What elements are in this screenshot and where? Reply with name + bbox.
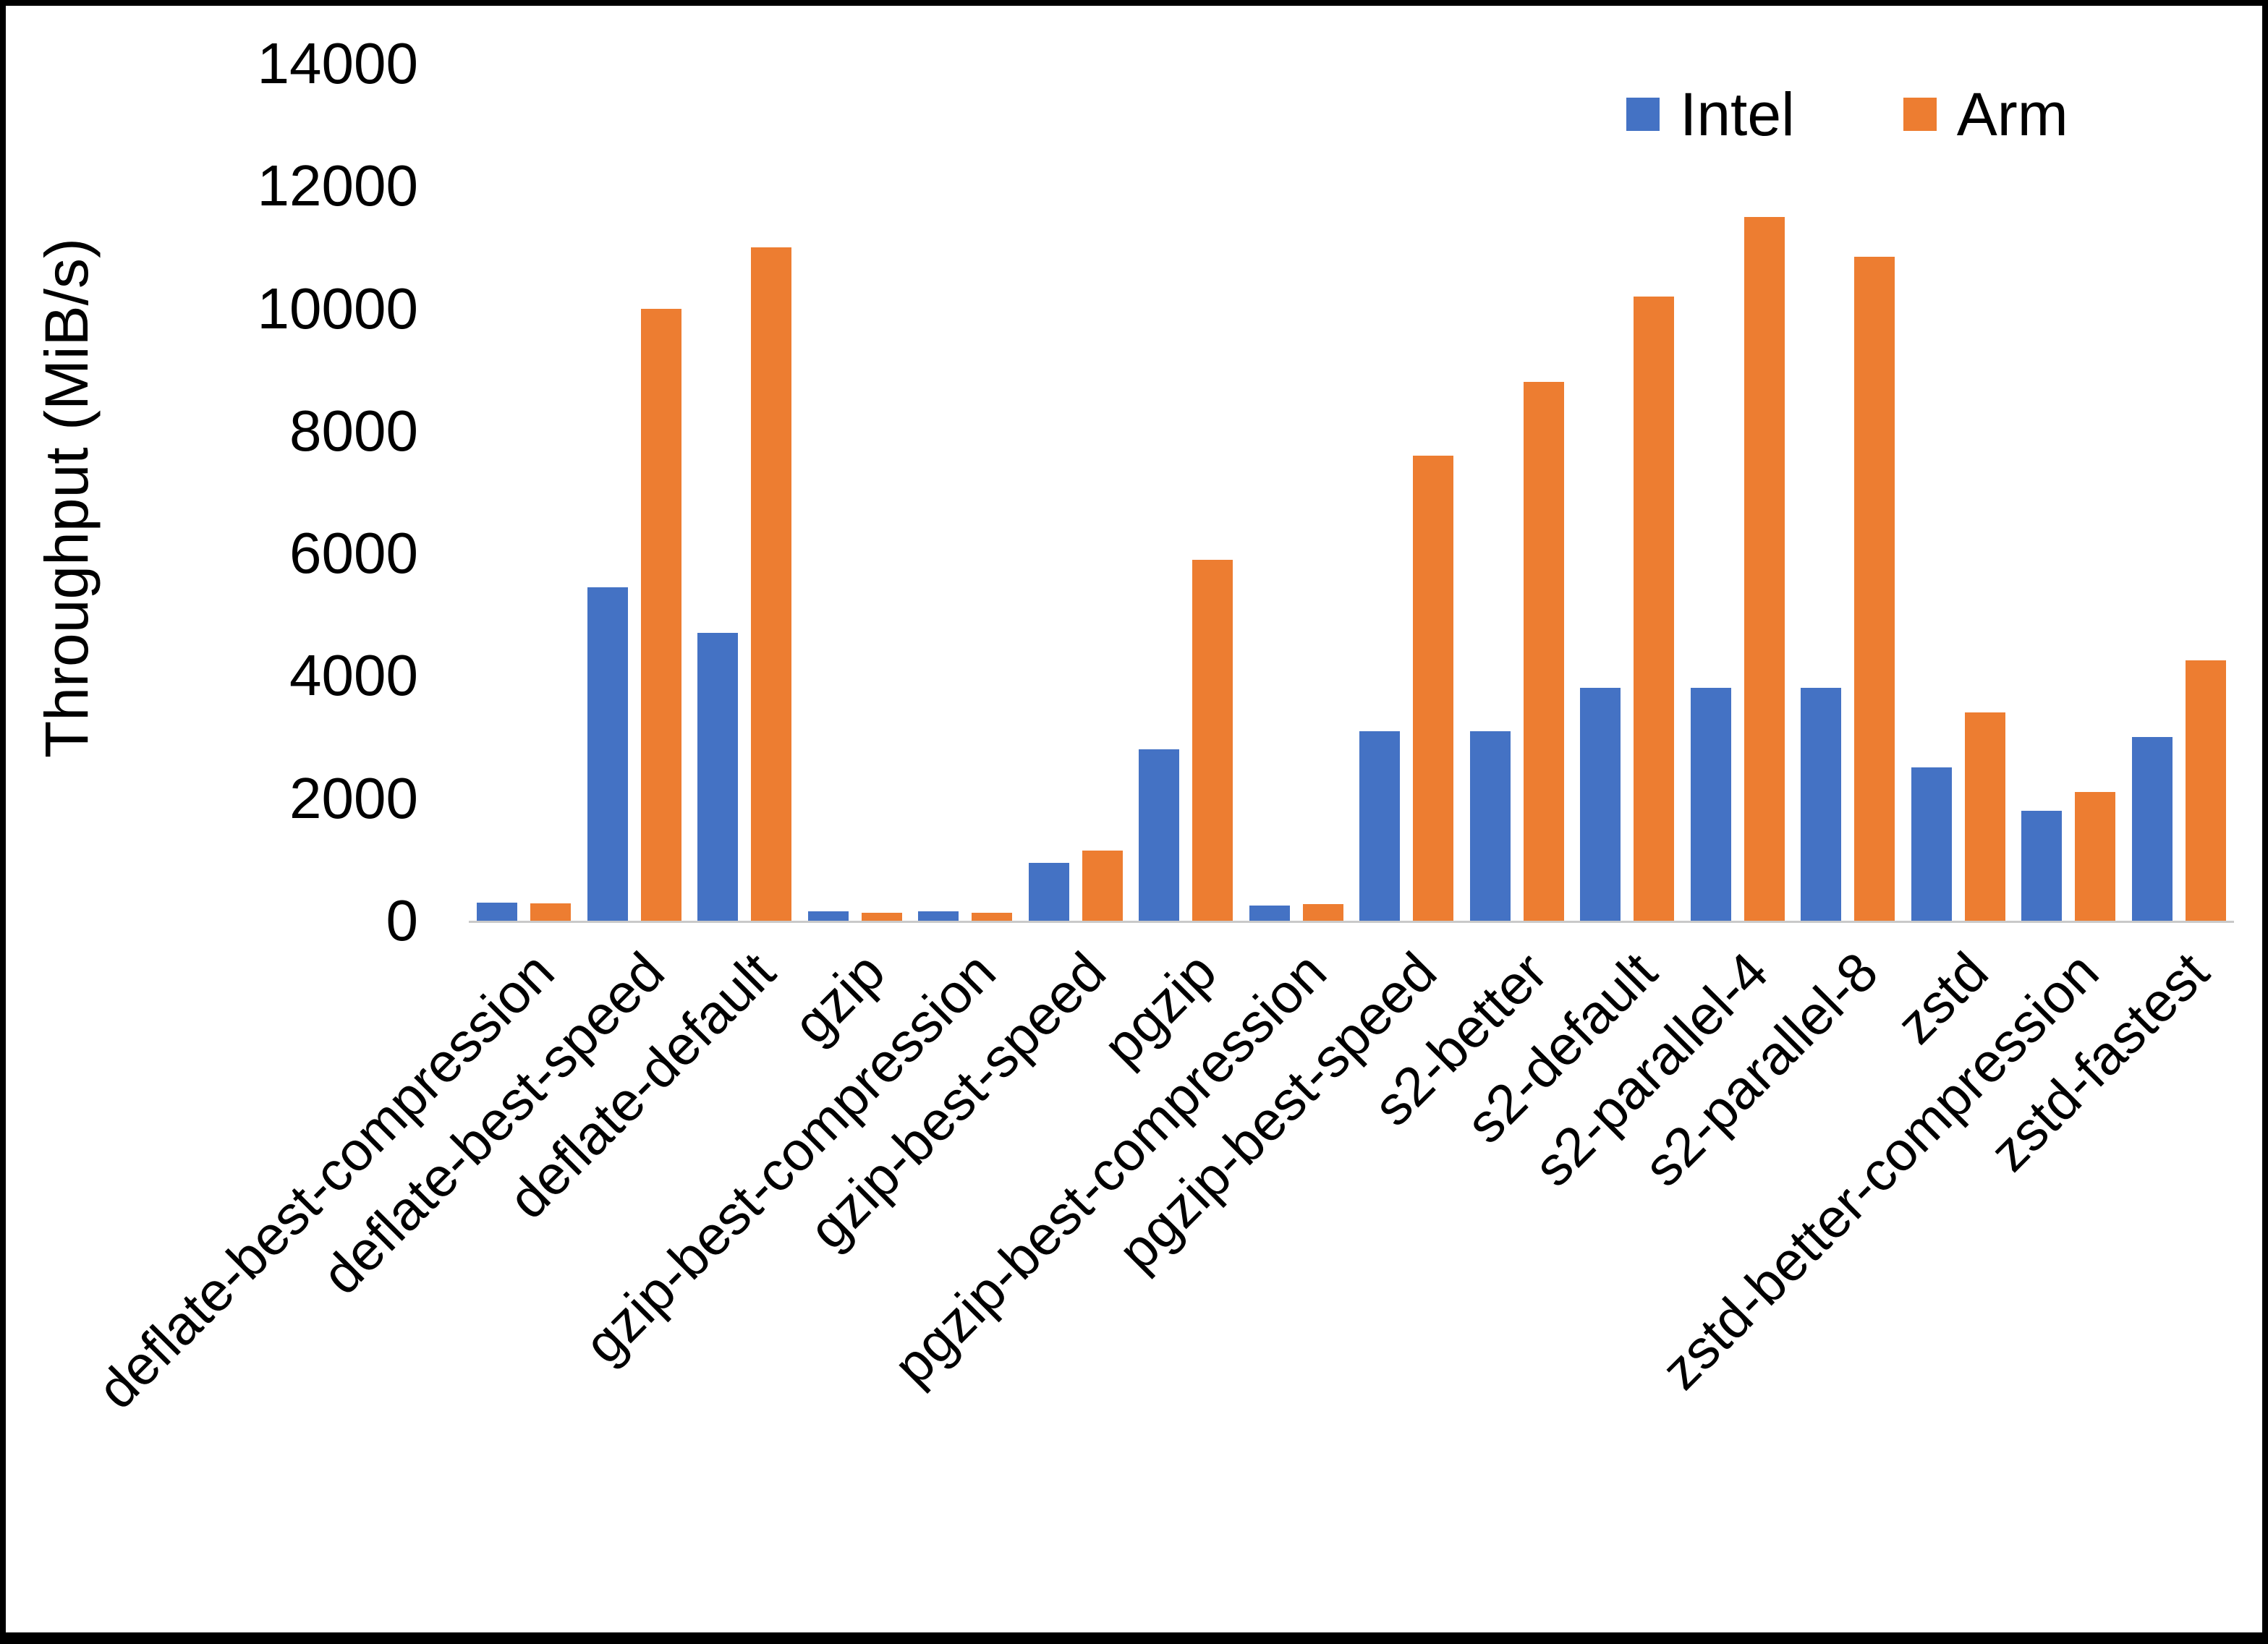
bar-intel-deflate-best-compression — [477, 902, 518, 921]
bar-arm-gzip — [861, 913, 902, 921]
bar-arm-s2-default — [1634, 296, 1675, 921]
bar-arm-s2-parallel-4 — [1744, 216, 1785, 921]
y-tick-label: 12000 — [257, 153, 418, 218]
bar-intel-s2-default — [1580, 688, 1621, 921]
bar-group — [1903, 64, 2014, 921]
y-tick-label: 0 — [386, 888, 419, 953]
bar-arm-pgzip-best-speed — [1413, 455, 1454, 921]
bar-intel-gzip — [807, 911, 849, 921]
legend-item-arm: Arm — [1903, 82, 2068, 147]
bar-intel-pgzip — [1139, 749, 1180, 921]
legend-swatch-intel — [1626, 98, 1660, 131]
bar-arm-zstd-better-compression — [2075, 792, 2116, 921]
legend-label-arm: Arm — [1956, 80, 2068, 148]
bar-arm-deflate-best-speed — [640, 308, 681, 921]
bar-group — [1572, 64, 1683, 921]
y-tick-label: 4000 — [289, 643, 418, 708]
y-tick-label: 14000 — [257, 31, 418, 95]
bar-intel-s2-parallel-8 — [1801, 688, 1842, 921]
bar-group — [910, 64, 1021, 921]
bar-group — [1131, 64, 1241, 921]
bar-group — [1351, 64, 1462, 921]
bar-group — [1683, 64, 1793, 921]
bar-group — [689, 64, 800, 921]
y-tick-label: 10000 — [257, 276, 418, 341]
y-tick-label: 2000 — [289, 765, 418, 830]
bar-intel-gzip-best-compression — [918, 911, 959, 921]
bar-intel-pgzip-best-compression — [1249, 905, 1290, 921]
x-axis-label: deflate-best-compression — [85, 940, 566, 1421]
y-axis-title: Throughput (MiB/s) — [33, 238, 101, 758]
bar-group — [1021, 64, 1131, 921]
bar-arm-gzip-best-compression — [972, 913, 1013, 921]
bar-intel-zstd-fastest — [2131, 737, 2173, 921]
bar-intel-gzip-best-speed — [1028, 862, 1069, 921]
legend-item-intel: Intel — [1626, 82, 1795, 147]
bar-intel-zstd — [1911, 767, 1952, 921]
bar-group — [2013, 64, 2124, 921]
legend-label-intel: Intel — [1680, 80, 1795, 148]
bar-arm-zstd-fastest — [2185, 660, 2226, 921]
bar-intel-zstd-better-compression — [2021, 810, 2063, 921]
bar-arm-deflate-default — [751, 247, 792, 921]
bar-arm-deflate-best-compression — [530, 903, 572, 921]
bar-arm-pgzip — [1192, 559, 1233, 921]
bar-group — [800, 64, 911, 921]
bar-group — [469, 64, 579, 921]
bar-arm-pgzip-best-compression — [1302, 904, 1343, 921]
bar-arm-zstd — [1964, 712, 2005, 921]
bar-arm-s2-better — [1523, 382, 1564, 921]
bar-group — [1793, 64, 1903, 921]
legend: Intel Arm — [1626, 82, 2068, 147]
plot-area — [469, 64, 2234, 923]
y-tick-label: 6000 — [289, 521, 418, 586]
chart-area: Throughput (MiB/s) Intel Arm 0 2000 4000 60… — [6, 6, 2262, 1632]
bar-intel-deflate-default — [697, 633, 739, 921]
bar-intel-deflate-best-speed — [587, 587, 628, 921]
bar-group — [1462, 64, 1573, 921]
legend-swatch-arm — [1903, 98, 1937, 131]
bar-arm-gzip-best-speed — [1082, 850, 1123, 921]
y-tick-label: 8000 — [289, 398, 418, 463]
bar-intel-s2-parallel-4 — [1690, 688, 1731, 921]
bar-group — [2124, 64, 2235, 921]
bar-arm-s2-parallel-8 — [1854, 256, 1895, 921]
bar-group — [579, 64, 690, 921]
bar-intel-s2-better — [1469, 731, 1511, 921]
bar-intel-pgzip-best-speed — [1359, 731, 1401, 921]
bar-group — [1241, 64, 1352, 921]
